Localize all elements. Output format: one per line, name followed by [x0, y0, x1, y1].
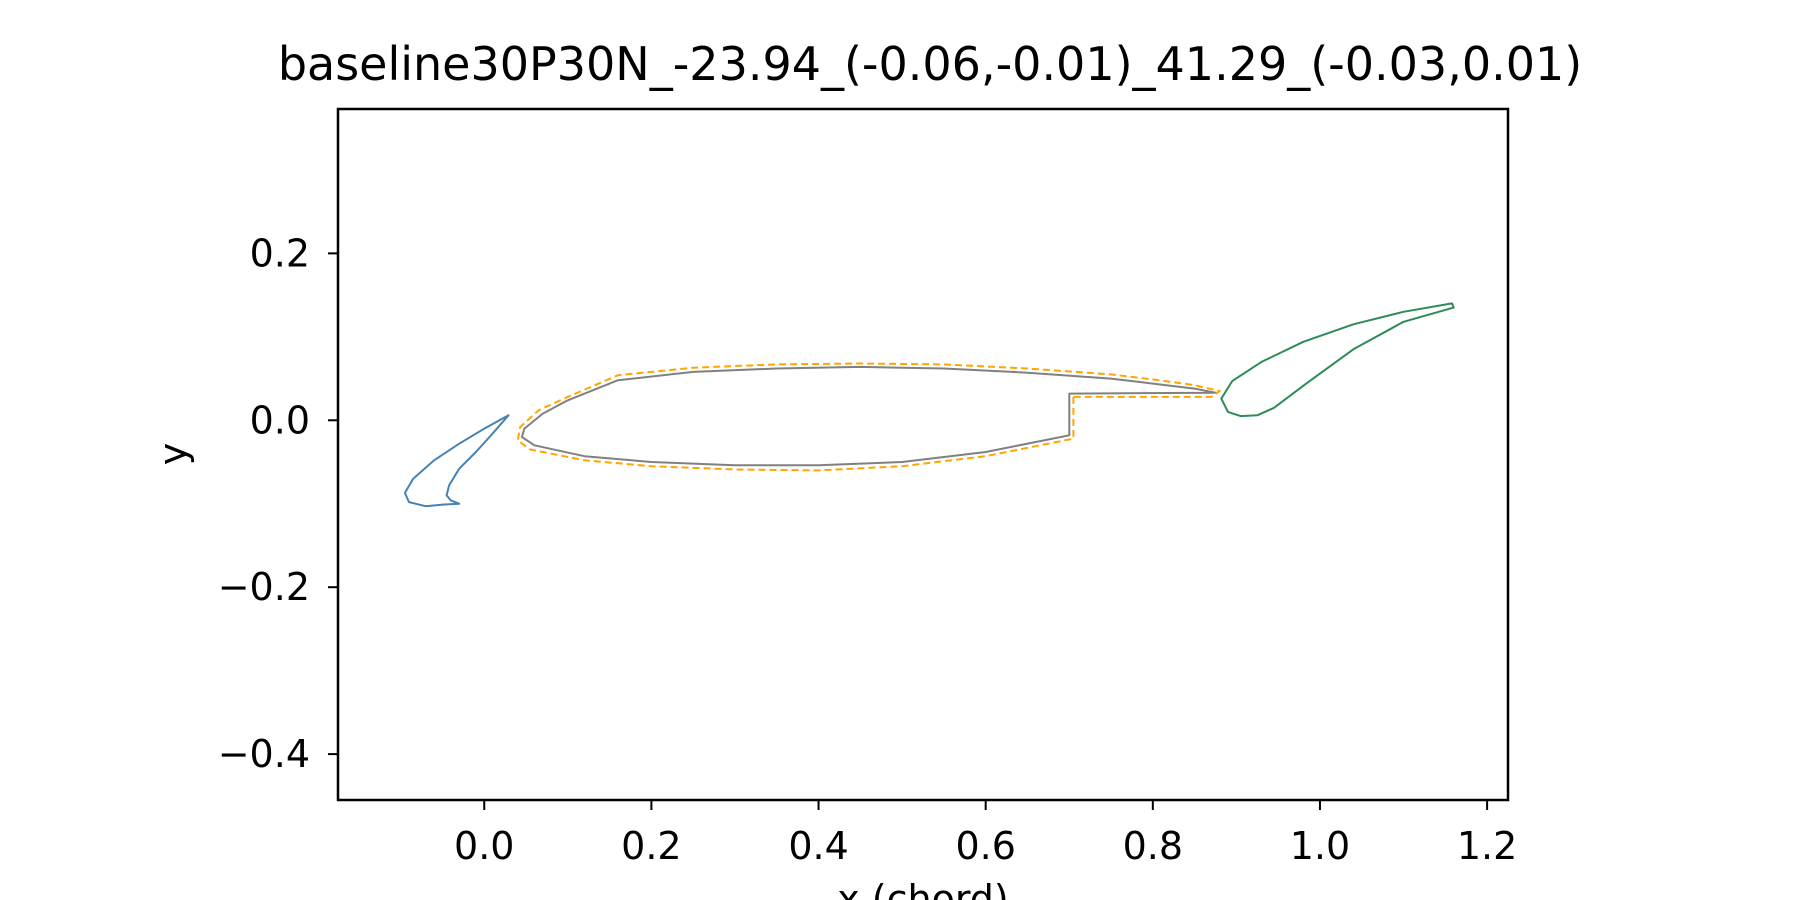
plot-frame [336, 107, 1510, 802]
series-line-2 [520, 365, 1217, 467]
y-tick-label: −0.2 [218, 565, 310, 609]
plot-content [403, 302, 1455, 508]
series-line-1 [403, 414, 510, 508]
y-axis: −0.4 −0.2 0.0 0.2 [218, 231, 338, 776]
series-line-4 [1220, 302, 1455, 418]
x-tick-label: 0.8 [1123, 824, 1183, 868]
x-tick-label: 0.4 [788, 824, 848, 868]
x-axis-label: x (chord) [837, 877, 1009, 900]
x-tick-label: 1.2 [1457, 824, 1517, 868]
chart-title: baseline30P30N_-23.94_(-0.06,-0.01)_41.2… [278, 37, 1582, 91]
y-tick-label: −0.4 [218, 732, 310, 776]
y-axis-label: y [151, 443, 195, 466]
y-tick-label: 0.0 [250, 398, 310, 442]
x-tick-label: 0.0 [454, 824, 514, 868]
x-axis: 0.0 0.2 0.4 0.6 0.8 1.0 1.2 [454, 800, 1517, 868]
x-tick-label: 1.0 [1290, 824, 1350, 868]
series-line-3 [516, 362, 1221, 472]
x-tick-label: 0.6 [955, 824, 1015, 868]
y-tick-label: 0.2 [250, 231, 310, 275]
x-tick-label: 0.2 [621, 824, 681, 868]
